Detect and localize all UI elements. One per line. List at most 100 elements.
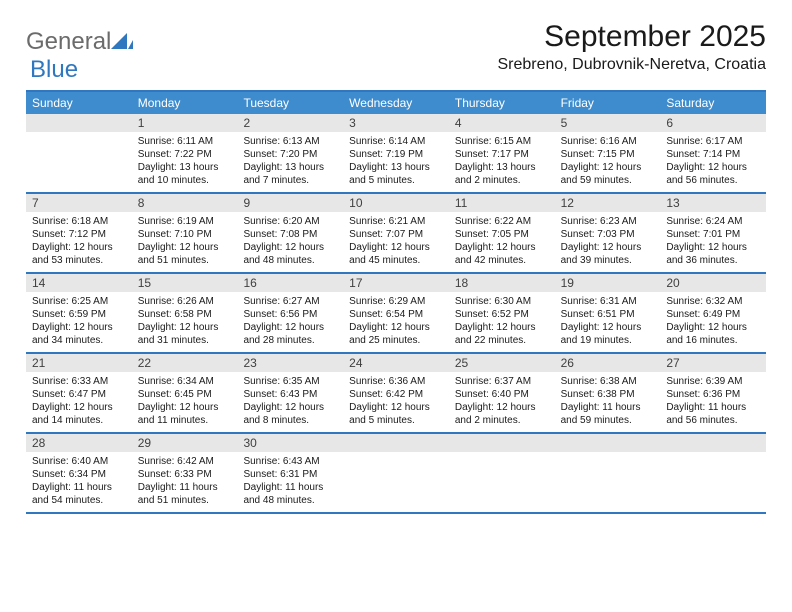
sunset-text: Sunset: 6:58 PM xyxy=(138,308,232,321)
day-info: Sunrise: 6:39 AMSunset: 6:36 PMDaylight:… xyxy=(660,372,766,431)
day-cell: 10Sunrise: 6:21 AMSunset: 7:07 PMDayligh… xyxy=(343,194,449,272)
day-cell: 4Sunrise: 6:15 AMSunset: 7:17 PMDaylight… xyxy=(449,114,555,192)
sunrise-text: Sunrise: 6:16 AM xyxy=(561,135,655,148)
daylight-text-b: and 42 minutes. xyxy=(455,254,549,267)
day-cell: 9Sunrise: 6:20 AMSunset: 7:08 PMDaylight… xyxy=(237,194,343,272)
calendar-grid: Sunday Monday Tuesday Wednesday Thursday… xyxy=(26,90,766,514)
day-cell: 24Sunrise: 6:36 AMSunset: 6:42 PMDayligh… xyxy=(343,354,449,432)
day-number: 7 xyxy=(26,194,132,212)
daylight-text-a: Daylight: 11 hours xyxy=(666,401,760,414)
day-number: 9 xyxy=(237,194,343,212)
week-row: 28Sunrise: 6:40 AMSunset: 6:34 PMDayligh… xyxy=(26,434,766,514)
day-info: Sunrise: 6:20 AMSunset: 7:08 PMDaylight:… xyxy=(237,212,343,271)
day-cell: 7Sunrise: 6:18 AMSunset: 7:12 PMDaylight… xyxy=(26,194,132,272)
sunset-text: Sunset: 6:33 PM xyxy=(138,468,232,481)
day-cell: 15Sunrise: 6:26 AMSunset: 6:58 PMDayligh… xyxy=(132,274,238,352)
day-number: 5 xyxy=(555,114,661,132)
day-cell xyxy=(26,114,132,192)
daylight-text-b: and 39 minutes. xyxy=(561,254,655,267)
day-info: Sunrise: 6:35 AMSunset: 6:43 PMDaylight:… xyxy=(237,372,343,431)
day-number xyxy=(660,434,766,452)
daylight-text-b: and 22 minutes. xyxy=(455,334,549,347)
daylight-text-a: Daylight: 12 hours xyxy=(32,321,126,334)
day-info: Sunrise: 6:16 AMSunset: 7:15 PMDaylight:… xyxy=(555,132,661,191)
dow-sunday: Sunday xyxy=(26,92,132,114)
sunrise-text: Sunrise: 6:20 AM xyxy=(243,215,337,228)
daylight-text-a: Daylight: 12 hours xyxy=(666,161,760,174)
sunset-text: Sunset: 6:31 PM xyxy=(243,468,337,481)
daylight-text-a: Daylight: 12 hours xyxy=(561,241,655,254)
sunset-text: Sunset: 6:42 PM xyxy=(349,388,443,401)
day-cell: 22Sunrise: 6:34 AMSunset: 6:45 PMDayligh… xyxy=(132,354,238,432)
day-number: 12 xyxy=(555,194,661,212)
day-number: 4 xyxy=(449,114,555,132)
sunrise-text: Sunrise: 6:34 AM xyxy=(138,375,232,388)
daylight-text-b: and 2 minutes. xyxy=(455,174,549,187)
sail-icon xyxy=(111,31,133,54)
week-row: 14Sunrise: 6:25 AMSunset: 6:59 PMDayligh… xyxy=(26,274,766,354)
sunrise-text: Sunrise: 6:30 AM xyxy=(455,295,549,308)
daylight-text-a: Daylight: 12 hours xyxy=(349,321,443,334)
sunrise-text: Sunrise: 6:14 AM xyxy=(349,135,443,148)
daylight-text-b: and 48 minutes. xyxy=(243,254,337,267)
day-number: 3 xyxy=(343,114,449,132)
daylight-text-b: and 59 minutes. xyxy=(561,174,655,187)
sunset-text: Sunset: 6:38 PM xyxy=(561,388,655,401)
sunset-text: Sunset: 6:36 PM xyxy=(666,388,760,401)
day-info: Sunrise: 6:17 AMSunset: 7:14 PMDaylight:… xyxy=(660,132,766,191)
daylight-text-a: Daylight: 11 hours xyxy=(243,481,337,494)
day-info: Sunrise: 6:40 AMSunset: 6:34 PMDaylight:… xyxy=(26,452,132,511)
day-cell: 28Sunrise: 6:40 AMSunset: 6:34 PMDayligh… xyxy=(26,434,132,512)
brand-text: General Blue xyxy=(26,28,133,84)
day-cell: 23Sunrise: 6:35 AMSunset: 6:43 PMDayligh… xyxy=(237,354,343,432)
daylight-text-a: Daylight: 12 hours xyxy=(243,321,337,334)
day-cell: 8Sunrise: 6:19 AMSunset: 7:10 PMDaylight… xyxy=(132,194,238,272)
day-number: 10 xyxy=(343,194,449,212)
day-info: Sunrise: 6:32 AMSunset: 6:49 PMDaylight:… xyxy=(660,292,766,351)
sunrise-text: Sunrise: 6:18 AM xyxy=(32,215,126,228)
day-number: 8 xyxy=(132,194,238,212)
day-number xyxy=(343,434,449,452)
day-number: 1 xyxy=(132,114,238,132)
day-cell: 6Sunrise: 6:17 AMSunset: 7:14 PMDaylight… xyxy=(660,114,766,192)
dow-friday: Friday xyxy=(555,92,661,114)
daylight-text-b: and 5 minutes. xyxy=(349,174,443,187)
sunrise-text: Sunrise: 6:40 AM xyxy=(32,455,126,468)
sunset-text: Sunset: 6:49 PM xyxy=(666,308,760,321)
calendar-page: General Blue September 2025 Srebreno, Du… xyxy=(0,0,792,534)
day-cell xyxy=(660,434,766,512)
sunset-text: Sunset: 6:54 PM xyxy=(349,308,443,321)
daylight-text-a: Daylight: 12 hours xyxy=(349,401,443,414)
daylight-text-b: and 10 minutes. xyxy=(138,174,232,187)
daylight-text-a: Daylight: 12 hours xyxy=(138,401,232,414)
brand-logo: General Blue xyxy=(26,28,133,84)
day-number: 13 xyxy=(660,194,766,212)
daylight-text-b: and 2 minutes. xyxy=(455,414,549,427)
day-cell: 3Sunrise: 6:14 AMSunset: 7:19 PMDaylight… xyxy=(343,114,449,192)
week-row: 1Sunrise: 6:11 AMSunset: 7:22 PMDaylight… xyxy=(26,114,766,194)
sunset-text: Sunset: 7:08 PM xyxy=(243,228,337,241)
daylight-text-a: Daylight: 12 hours xyxy=(455,321,549,334)
day-cell: 26Sunrise: 6:38 AMSunset: 6:38 PMDayligh… xyxy=(555,354,661,432)
day-info: Sunrise: 6:37 AMSunset: 6:40 PMDaylight:… xyxy=(449,372,555,431)
day-cell: 20Sunrise: 6:32 AMSunset: 6:49 PMDayligh… xyxy=(660,274,766,352)
sunset-text: Sunset: 6:34 PM xyxy=(32,468,126,481)
sunrise-text: Sunrise: 6:43 AM xyxy=(243,455,337,468)
day-info: Sunrise: 6:34 AMSunset: 6:45 PMDaylight:… xyxy=(132,372,238,431)
sunrise-text: Sunrise: 6:15 AM xyxy=(455,135,549,148)
day-cell: 17Sunrise: 6:29 AMSunset: 6:54 PMDayligh… xyxy=(343,274,449,352)
sunrise-text: Sunrise: 6:13 AM xyxy=(243,135,337,148)
sunrise-text: Sunrise: 6:24 AM xyxy=(666,215,760,228)
day-number: 14 xyxy=(26,274,132,292)
daylight-text-a: Daylight: 11 hours xyxy=(32,481,126,494)
daylight-text-a: Daylight: 12 hours xyxy=(561,161,655,174)
sunset-text: Sunset: 6:45 PM xyxy=(138,388,232,401)
day-cell: 29Sunrise: 6:42 AMSunset: 6:33 PMDayligh… xyxy=(132,434,238,512)
sunset-text: Sunset: 7:05 PM xyxy=(455,228,549,241)
day-cell: 14Sunrise: 6:25 AMSunset: 6:59 PMDayligh… xyxy=(26,274,132,352)
week-row: 7Sunrise: 6:18 AMSunset: 7:12 PMDaylight… xyxy=(26,194,766,274)
sunset-text: Sunset: 7:03 PM xyxy=(561,228,655,241)
location-text: Srebreno, Dubrovnik-Neretva, Croatia xyxy=(497,56,766,74)
day-info: Sunrise: 6:31 AMSunset: 6:51 PMDaylight:… xyxy=(555,292,661,351)
daylight-text-a: Daylight: 13 hours xyxy=(138,161,232,174)
